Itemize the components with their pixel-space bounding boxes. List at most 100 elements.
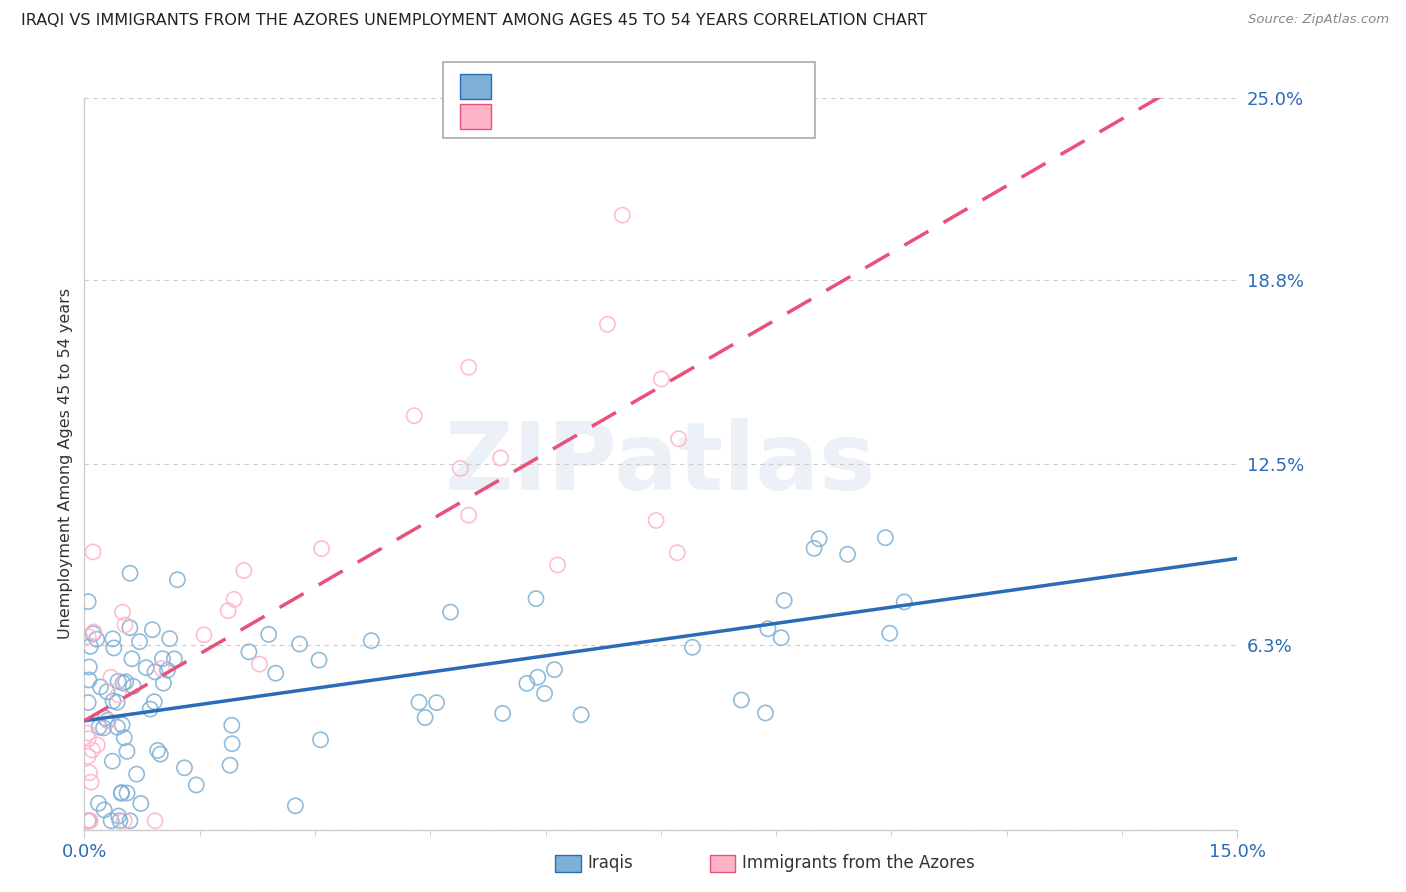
Point bbox=[110, 786, 132, 800]
Point bbox=[547, 558, 569, 572]
Point bbox=[143, 695, 166, 709]
Point bbox=[77, 814, 100, 828]
Point bbox=[217, 604, 239, 618]
Point bbox=[257, 627, 280, 641]
Point bbox=[103, 640, 125, 655]
Point bbox=[232, 564, 254, 578]
Point bbox=[77, 814, 100, 828]
Point bbox=[83, 625, 105, 640]
Y-axis label: Unemployment Among Ages 45 to 54 years: Unemployment Among Ages 45 to 54 years bbox=[58, 288, 73, 640]
Point bbox=[425, 696, 447, 710]
Point bbox=[112, 676, 135, 690]
Point bbox=[86, 632, 108, 647]
Point bbox=[222, 592, 245, 607]
Point bbox=[754, 706, 776, 720]
Point bbox=[413, 710, 436, 724]
Point bbox=[309, 732, 332, 747]
Point bbox=[152, 651, 174, 665]
Point bbox=[101, 754, 124, 768]
Point bbox=[94, 711, 117, 725]
Point bbox=[491, 706, 513, 721]
Point bbox=[173, 761, 195, 775]
Text: Source: ZipAtlas.com: Source: ZipAtlas.com bbox=[1249, 13, 1389, 27]
Point bbox=[612, 208, 634, 222]
Point bbox=[122, 679, 145, 693]
Point bbox=[404, 409, 426, 423]
Point bbox=[121, 652, 143, 666]
Point bbox=[837, 547, 859, 561]
Point bbox=[143, 814, 166, 828]
Point bbox=[135, 661, 157, 675]
Point bbox=[596, 318, 619, 332]
Point bbox=[526, 670, 548, 684]
Point bbox=[96, 684, 118, 698]
Point bbox=[150, 661, 173, 675]
Point bbox=[141, 623, 163, 637]
Point bbox=[219, 758, 242, 772]
Point bbox=[221, 737, 243, 751]
Point bbox=[105, 720, 128, 734]
Point bbox=[186, 778, 208, 792]
Point bbox=[115, 744, 138, 758]
Point bbox=[360, 633, 382, 648]
Point bbox=[77, 726, 100, 740]
Point bbox=[77, 673, 100, 687]
Point bbox=[457, 360, 479, 375]
Point bbox=[80, 775, 103, 789]
Text: IRAQI VS IMMIGRANTS FROM THE AZORES UNEMPLOYMENT AMONG AGES 45 TO 54 YEARS CORRE: IRAQI VS IMMIGRANTS FROM THE AZORES UNEM… bbox=[21, 13, 927, 29]
Point bbox=[115, 786, 138, 800]
Point bbox=[96, 714, 118, 728]
Point bbox=[77, 814, 100, 828]
Text: Iraqis: Iraqis bbox=[588, 855, 634, 872]
Point bbox=[139, 702, 162, 716]
Point bbox=[879, 626, 901, 640]
Point bbox=[77, 660, 100, 674]
Point bbox=[93, 803, 115, 817]
Point bbox=[756, 622, 779, 636]
Point bbox=[79, 814, 101, 828]
Point bbox=[112, 814, 135, 828]
Point bbox=[516, 676, 538, 690]
Point bbox=[112, 731, 135, 745]
Point bbox=[543, 663, 565, 677]
Point bbox=[893, 595, 915, 609]
Point bbox=[129, 797, 152, 811]
Point bbox=[773, 593, 796, 607]
Point bbox=[770, 631, 793, 645]
Point bbox=[118, 621, 141, 635]
Point bbox=[114, 618, 136, 632]
Point bbox=[146, 743, 169, 757]
Point bbox=[89, 680, 111, 694]
Point bbox=[238, 645, 260, 659]
Point bbox=[79, 640, 101, 654]
Point bbox=[101, 694, 124, 708]
Point bbox=[82, 743, 104, 757]
Point bbox=[143, 665, 166, 679]
Point bbox=[125, 767, 148, 781]
Point bbox=[149, 747, 172, 761]
Point bbox=[100, 670, 122, 684]
Point bbox=[166, 573, 188, 587]
Point bbox=[128, 634, 150, 648]
Point bbox=[408, 695, 430, 709]
Point bbox=[808, 532, 831, 546]
Text: R = 0.537   N = 38: R = 0.537 N = 38 bbox=[505, 108, 675, 126]
Point bbox=[457, 508, 479, 523]
Point bbox=[284, 798, 307, 813]
Point bbox=[77, 749, 100, 764]
Point bbox=[156, 663, 179, 677]
Point bbox=[77, 630, 100, 644]
Point bbox=[77, 696, 100, 710]
Point bbox=[159, 632, 181, 646]
Point bbox=[86, 738, 108, 752]
Point bbox=[163, 652, 186, 666]
Point bbox=[650, 372, 672, 386]
Point bbox=[439, 605, 461, 619]
Point bbox=[118, 566, 141, 581]
Point bbox=[110, 786, 132, 800]
Point bbox=[308, 653, 330, 667]
Point bbox=[152, 676, 174, 690]
Point bbox=[569, 707, 592, 722]
Point bbox=[668, 432, 690, 446]
Point bbox=[87, 720, 110, 734]
